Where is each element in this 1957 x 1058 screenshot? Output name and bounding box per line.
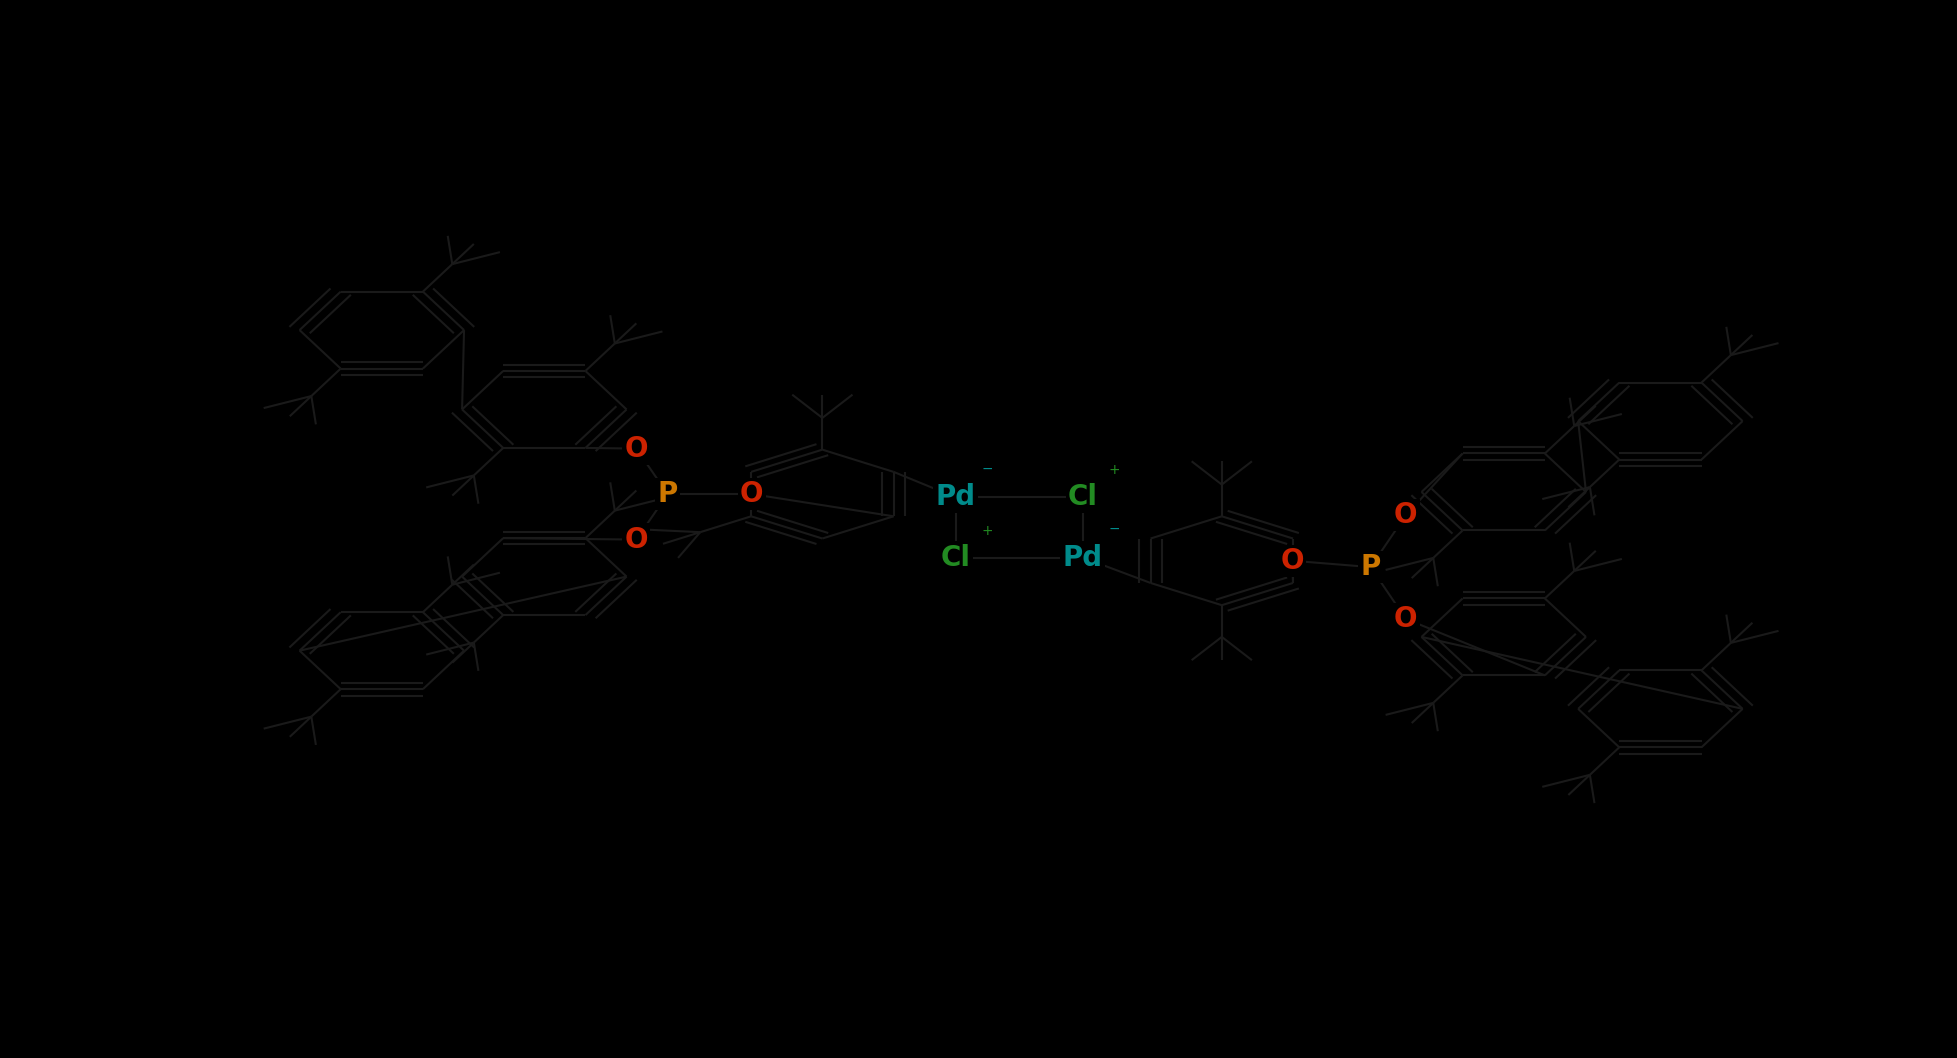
Text: $^{+}$: $^{+}$ xyxy=(1108,464,1119,484)
Text: $^{−}$: $^{−}$ xyxy=(1108,525,1119,544)
Text: $^{+}$: $^{+}$ xyxy=(980,525,992,544)
Text: $^{−}$: $^{−}$ xyxy=(980,464,992,484)
Text: Cl: Cl xyxy=(1067,484,1098,511)
Text: Pd: Pd xyxy=(935,484,975,511)
Text: P: P xyxy=(658,480,677,508)
Text: O: O xyxy=(624,435,648,462)
Text: P: P xyxy=(1360,553,1380,581)
Text: Pd: Pd xyxy=(1063,544,1102,571)
Text: O: O xyxy=(1393,605,1417,633)
Text: O: O xyxy=(624,526,648,553)
Text: Cl: Cl xyxy=(939,544,971,571)
Text: O: O xyxy=(740,480,763,508)
Text: O: O xyxy=(1280,547,1303,574)
Text: O: O xyxy=(1393,501,1417,529)
